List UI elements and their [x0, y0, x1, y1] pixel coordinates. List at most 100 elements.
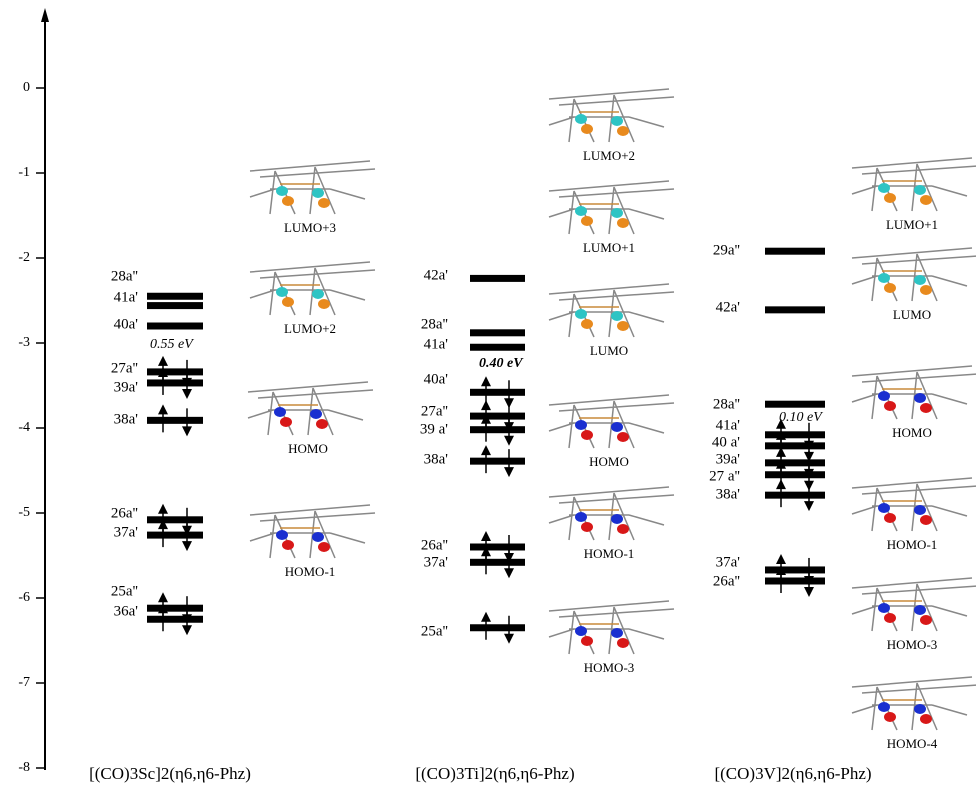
molecule: [549, 284, 674, 337]
level-label: 28a'': [111, 268, 138, 284]
orbital-lobe: [611, 311, 623, 321]
orbital-lobe: [884, 283, 896, 293]
y-tick-label: -4: [18, 420, 30, 435]
energy-level: [147, 323, 203, 330]
orbital-picture: [549, 601, 674, 654]
energy-level: [147, 532, 203, 539]
panel-title: [(CO)3Sc]2(η6,η6-Phz): [89, 764, 251, 783]
orbital-lobe: [310, 409, 322, 419]
energy-level: [765, 442, 825, 449]
orbital-lobe: [611, 116, 623, 126]
level-label: 25a'': [111, 583, 138, 599]
level-label: 38a': [424, 451, 449, 467]
orbital-lobe: [575, 512, 587, 522]
energy-level: [765, 578, 825, 585]
electron-up-head: [158, 592, 168, 602]
orbital-label: LUMO+2: [583, 148, 635, 163]
electron-down-head: [504, 467, 514, 477]
level-label: 41a': [114, 289, 139, 305]
orbital-lobe: [318, 299, 330, 309]
orbital-lobe: [575, 626, 587, 636]
orbital-lobe: [914, 704, 926, 714]
orbital-label: LUMO+2: [284, 321, 336, 336]
gap-label: 0.10 eV: [779, 410, 823, 425]
orbital-picture: [852, 578, 976, 631]
electron-up-head: [481, 400, 491, 410]
orbital-lobe: [282, 196, 294, 206]
orbital-lobe: [312, 188, 324, 198]
level-label: 41a': [716, 417, 741, 433]
orbital-lobe: [617, 321, 629, 331]
orbital-lobe: [617, 524, 629, 534]
energy-level: [765, 401, 825, 408]
energy-level: [147, 417, 203, 424]
level-label: 41a': [424, 336, 449, 352]
electron-down-head: [804, 587, 814, 597]
orbital-label: HOMO-3: [887, 637, 938, 652]
orbital-lobe: [617, 432, 629, 442]
orbital-lobe: [920, 615, 932, 625]
electron-down-head: [504, 634, 514, 644]
level-label: 40 a': [712, 434, 740, 450]
level-label: 26a'': [421, 537, 448, 553]
electron-up-head: [158, 404, 168, 414]
y-tick-label: -5: [18, 505, 30, 520]
energy-level: [147, 516, 203, 523]
orbital-lobe: [884, 401, 896, 411]
level-label: 42a': [716, 299, 741, 315]
level-label: 28a'': [713, 396, 740, 412]
orbital-label: HOMO: [892, 425, 932, 440]
panel-title: [(CO)3V]2(η6,η6-Phz): [714, 764, 871, 783]
molecule: [852, 478, 976, 531]
orbital-label: LUMO+3: [284, 220, 336, 235]
molecule: [549, 181, 674, 234]
gap-label: 0.40 eV: [479, 356, 524, 371]
orbital-lobe: [280, 417, 292, 427]
orbital-lobe: [282, 540, 294, 550]
orbital-lobe: [920, 195, 932, 205]
level-label: 38a': [716, 486, 741, 502]
orbital-lobe: [581, 216, 593, 226]
orbital-lobe: [920, 403, 932, 413]
energy-level: [765, 492, 825, 499]
orbital-lobe: [884, 712, 896, 722]
molecule: [250, 262, 375, 315]
orbital-lobe: [611, 514, 623, 524]
orbital-picture: [852, 366, 976, 419]
orbital-lobe: [878, 391, 890, 401]
orbital-lobe: [312, 289, 324, 299]
orbital-lobe: [581, 319, 593, 329]
orbital-lobe: [276, 530, 288, 540]
orbital-lobe: [878, 183, 890, 193]
molecule: [549, 487, 674, 540]
orbital-lobe: [611, 628, 623, 638]
orbital-lobe: [878, 702, 890, 712]
orbital-label: LUMO: [893, 307, 931, 322]
level-label: 27a'': [111, 360, 138, 376]
y-tick-label: -7: [18, 675, 30, 690]
energy-level: [765, 248, 825, 255]
energy-level: [147, 379, 203, 386]
y-tick-label: -6: [18, 590, 30, 605]
orbital-picture: [852, 158, 976, 211]
energy-level: [470, 544, 525, 551]
y-axis-arrow: [41, 8, 49, 22]
energy-level: [470, 329, 525, 336]
orbital-label: LUMO+1: [886, 217, 938, 232]
orbital-lobe: [878, 503, 890, 513]
level-label: 38a': [114, 411, 139, 427]
orbital-lobe: [581, 636, 593, 646]
energy-level: [147, 368, 203, 375]
energy-level: [147, 616, 203, 623]
orbital-lobe: [617, 126, 629, 136]
orbital-lobe: [276, 186, 288, 196]
energy-level: [765, 306, 825, 313]
orbital-lobe: [611, 422, 623, 432]
level-label: 37a': [716, 554, 741, 570]
level-label: 40a': [114, 316, 139, 332]
orbital-lobe: [914, 185, 926, 195]
molecule: [852, 366, 976, 419]
orbital-picture: [549, 395, 674, 448]
y-tick-label: -8: [18, 760, 30, 775]
energy-level: [765, 431, 825, 438]
